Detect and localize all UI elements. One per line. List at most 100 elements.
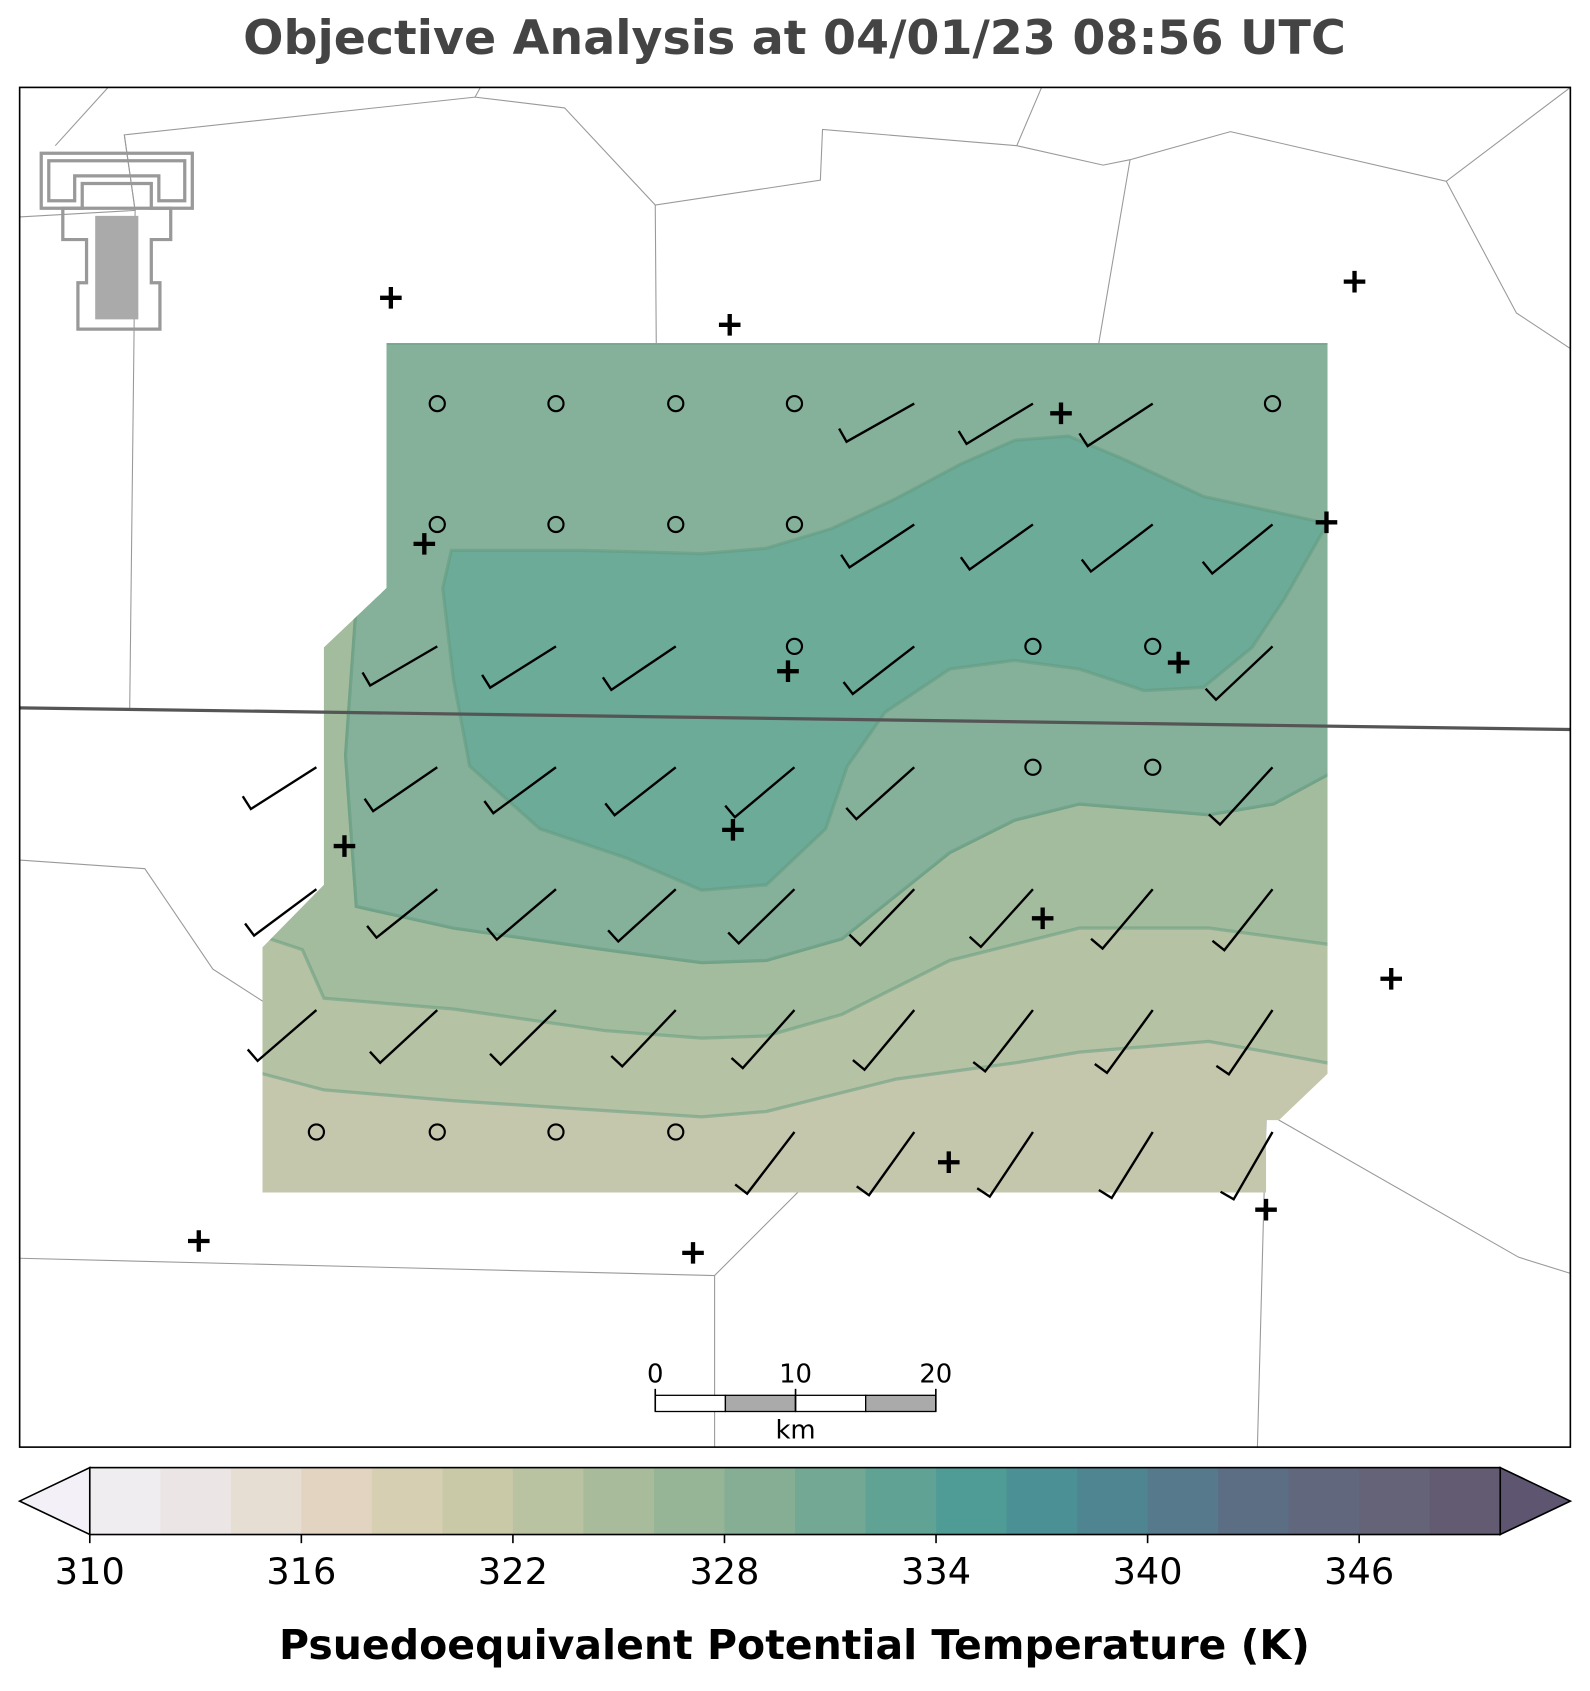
- logo-bar: [39, 151, 194, 210]
- wind-barb: [972, 1009, 1034, 1074]
- wind-barb: [246, 1009, 318, 1063]
- overlay: [19, 270, 1571, 1264]
- wind-barb: [363, 766, 438, 813]
- colorbar-under: [17, 1466, 91, 1536]
- calm-wind: [307, 1123, 326, 1141]
- calm-wind: [785, 637, 804, 656]
- colorbar-box: [230, 1467, 302, 1535]
- logo-core: [95, 215, 139, 320]
- wind-barb: [724, 766, 796, 819]
- colorbar-box: [1006, 1467, 1078, 1535]
- calm-wind: [667, 394, 685, 413]
- scale-tick-label: 20: [919, 1359, 952, 1389]
- calm-wind: [667, 1123, 685, 1141]
- station-marker: [722, 819, 744, 841]
- wind-barb: [976, 1131, 1034, 1199]
- wind-barb: [1211, 888, 1274, 952]
- calm-wind: [1263, 394, 1282, 413]
- wind-barb: [241, 766, 318, 811]
- station-marker: [333, 835, 356, 857]
- wind-barb: [957, 402, 1034, 446]
- colorbar-box: [1288, 1467, 1360, 1535]
- colorbar-box: [795, 1467, 867, 1535]
- colorbar-box: [936, 1467, 1008, 1535]
- wind-barb: [959, 523, 1034, 572]
- county-line: [19, 1257, 715, 1277]
- station-marker: [1315, 511, 1338, 534]
- logo-bar-inner: [47, 159, 187, 203]
- calm-wind: [547, 1123, 565, 1141]
- wind-barb: [1219, 1131, 1274, 1201]
- calm-wind: [428, 394, 446, 413]
- calm-wind: [667, 515, 685, 534]
- wind-barb: [361, 645, 438, 688]
- wind-barb: [1201, 523, 1274, 576]
- colorbar-tick-label: 328: [689, 1550, 759, 1593]
- wind-barb: [1204, 645, 1274, 702]
- wind-barb: [968, 888, 1034, 949]
- colorbar-box: [512, 1467, 584, 1535]
- colorbar: 310 316 322 328 334 340 346 Psuedoequivalent Po…: [17, 1466, 1573, 1669]
- colorbar-box: [1359, 1467, 1431, 1535]
- logo-stem: [61, 206, 173, 331]
- colorbar-box: [160, 1467, 232, 1535]
- station-marker: [1380, 967, 1403, 990]
- colorbar-box: [865, 1467, 937, 1535]
- colorbar-outline: [88, 1466, 1502, 1536]
- calm-wind: [547, 515, 565, 534]
- colorbar-tick-label: 316: [266, 1550, 336, 1593]
- station-marker: [1031, 907, 1054, 930]
- wind-barb: [840, 523, 915, 570]
- colorbar-tick-label: 310: [55, 1550, 125, 1593]
- colorbar-box: [653, 1467, 726, 1535]
- station-marker: [413, 533, 436, 555]
- wind-barb: [610, 1009, 677, 1069]
- calm-wind: [785, 515, 804, 534]
- colorbar-box: [1077, 1467, 1149, 1535]
- colorbar-box: [724, 1467, 796, 1535]
- scale-segment: [654, 1394, 727, 1413]
- scale-segment: [865, 1394, 937, 1413]
- wind-barb: [856, 1131, 916, 1197]
- wind-barb: [483, 766, 557, 815]
- wind-barb: [1094, 1009, 1154, 1075]
- county-line: [54, 87, 109, 147]
- colorbar-box: [442, 1467, 514, 1535]
- scale-segment: [724, 1394, 797, 1413]
- calm-wind: [785, 394, 804, 413]
- logo: [39, 151, 194, 331]
- county-line: [1445, 181, 1571, 350]
- colorbar-tick-label: 346: [1324, 1550, 1394, 1593]
- wind-barb: [852, 1009, 916, 1072]
- calm-wind: [547, 394, 565, 413]
- colorbar-box: [1147, 1467, 1219, 1535]
- wind-barb: [845, 766, 916, 821]
- station-marker: [380, 287, 402, 309]
- wind-barb: [730, 1009, 796, 1070]
- calm-wind: [1144, 637, 1162, 656]
- wind-barb: [1208, 766, 1274, 827]
- colorbar-box: [89, 1467, 161, 1535]
- station-marker: [1255, 1198, 1277, 1221]
- wind-barb: [848, 888, 916, 947]
- scale-tick-label: 0: [647, 1359, 663, 1389]
- wind-barb: [1090, 888, 1154, 951]
- wind-barb: [366, 888, 439, 940]
- wind-barb: [604, 766, 677, 817]
- wind-barb: [244, 888, 318, 938]
- colorbar-box: [1429, 1467, 1501, 1535]
- wind-barb: [727, 888, 796, 946]
- station-marker: [937, 1151, 960, 1174]
- wind-barb: [1215, 1009, 1274, 1076]
- scale-bar: 0 10 20 km: [647, 1359, 952, 1445]
- calm-wind: [428, 1123, 446, 1141]
- wind-barb: [486, 888, 557, 942]
- county-line: [1016, 87, 1043, 146]
- title: Objective Analysis at 04/01/23 08:56 UTC: [243, 11, 1346, 66]
- wind-barb: [1080, 523, 1154, 574]
- colorbar-box: [371, 1467, 443, 1535]
- scale-tick-label: 10: [779, 1359, 812, 1389]
